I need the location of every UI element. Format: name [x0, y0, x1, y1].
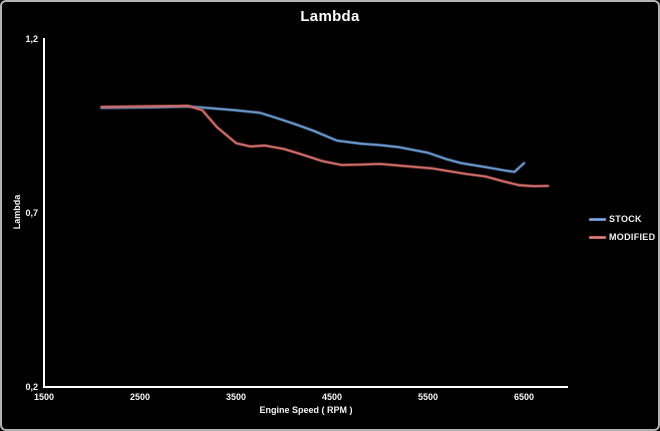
y-tick-label: 0,2 [25, 382, 38, 392]
x-tick-label: 2500 [129, 392, 151, 402]
x-tick-label: 4500 [321, 392, 343, 402]
series-line-modified [100, 104, 549, 188]
legend-label-modified: MODIFIED [609, 232, 656, 242]
y-tick-label: 1,2 [25, 34, 38, 44]
x-tick-label: 6500 [513, 392, 535, 402]
series-glow-modified [99, 104, 550, 188]
legend: STOCK MODIFIED [589, 210, 655, 246]
chart-title: Lambda [300, 8, 360, 25]
legend-swatch-modified [589, 235, 606, 239]
x-tick-label: 1500 [33, 392, 55, 402]
x-tick-label: 3500 [225, 392, 247, 402]
x-axis-title: Engine Speed ( RPM ) [259, 405, 353, 415]
x-tick-label: 5500 [417, 392, 439, 402]
y-tick-label: 0,7 [25, 208, 38, 218]
series-line-stock [100, 105, 525, 173]
legend-item-stock: STOCK [589, 210, 655, 228]
legend-swatch-stock [589, 217, 606, 221]
legend-item-modified: MODIFIED [589, 228, 655, 246]
legend-label-stock: STOCK [609, 214, 642, 224]
